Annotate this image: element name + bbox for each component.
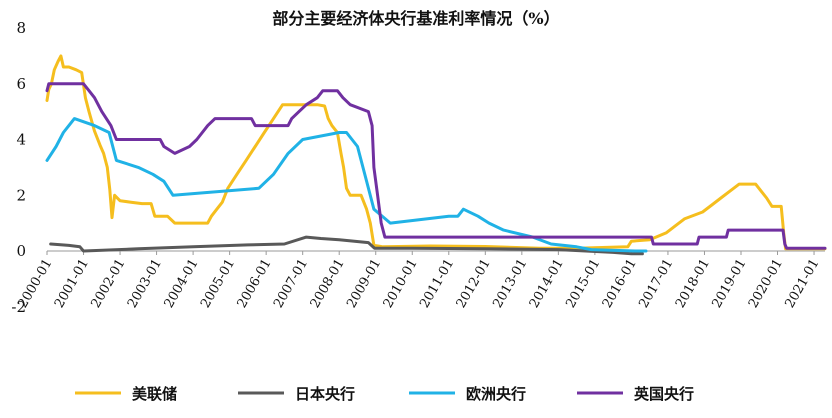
x-tick-label: 2009-01 (344, 257, 384, 311)
x-tick-label: 2000-01 (15, 257, 55, 311)
x-tick-label: 2014-01 (527, 257, 567, 311)
x-tick-label: 2010-01 (381, 257, 421, 311)
x-tick-label: 2002-01 (89, 257, 129, 311)
series-lines (45, 54, 827, 256)
x-tick-label: 2012-01 (454, 256, 494, 310)
x-tick-label: 2011-01 (417, 257, 457, 311)
x-tick-label: 2017-01 (636, 257, 676, 311)
y-tick-label: 8 (16, 19, 26, 37)
series-line-3 (45, 117, 648, 253)
x-axis: 2000-012001-012002-012003-012004-012005-… (15, 250, 825, 311)
x-tick-label: 2015-01 (563, 257, 603, 311)
x-tick-label: 2004-01 (162, 257, 202, 311)
x-tick-label: 2005-01 (198, 257, 238, 311)
x-tick-label: 2001-01 (52, 257, 92, 311)
x-tick-label: 2019-01 (709, 257, 749, 311)
y-axis: 8 6 4 2 0 -2 (11, 19, 26, 316)
series-line-4 (45, 82, 827, 250)
x-tick-label: 2020-01 (746, 257, 786, 311)
legend-label: 日本央行 (295, 385, 355, 403)
legend-label: 欧洲央行 (466, 385, 526, 403)
series-line-2 (49, 235, 644, 256)
chart-title: 部分主要经济体央行基准利率情况（%） (272, 9, 559, 28)
x-tick-label: 2016-01 (600, 257, 640, 311)
legend-label: 美联储 (132, 385, 177, 403)
x-tick-label: 2006-01 (235, 257, 275, 311)
x-tick-label: 2007-01 (271, 257, 311, 311)
y-tick-label: -2 (11, 298, 26, 316)
x-tick-label: 2021-01 (783, 257, 823, 311)
x-tick-label: 2008-01 (308, 257, 348, 311)
x-tick-label: 2018-01 (673, 257, 713, 311)
y-tick-label: 2 (16, 186, 26, 204)
legend: 美联储 日本央行 欧洲央行 英国央行 (75, 385, 694, 403)
x-tick-label: 2003-01 (125, 257, 165, 311)
y-tick-label: 4 (16, 131, 26, 149)
legend-label: 英国央行 (634, 385, 694, 403)
y-tick-label: 0 (16, 242, 26, 260)
x-tick-label: 2013-01 (490, 257, 530, 311)
y-tick-label: 6 (16, 75, 26, 93)
series-line-1 (45, 54, 827, 251)
